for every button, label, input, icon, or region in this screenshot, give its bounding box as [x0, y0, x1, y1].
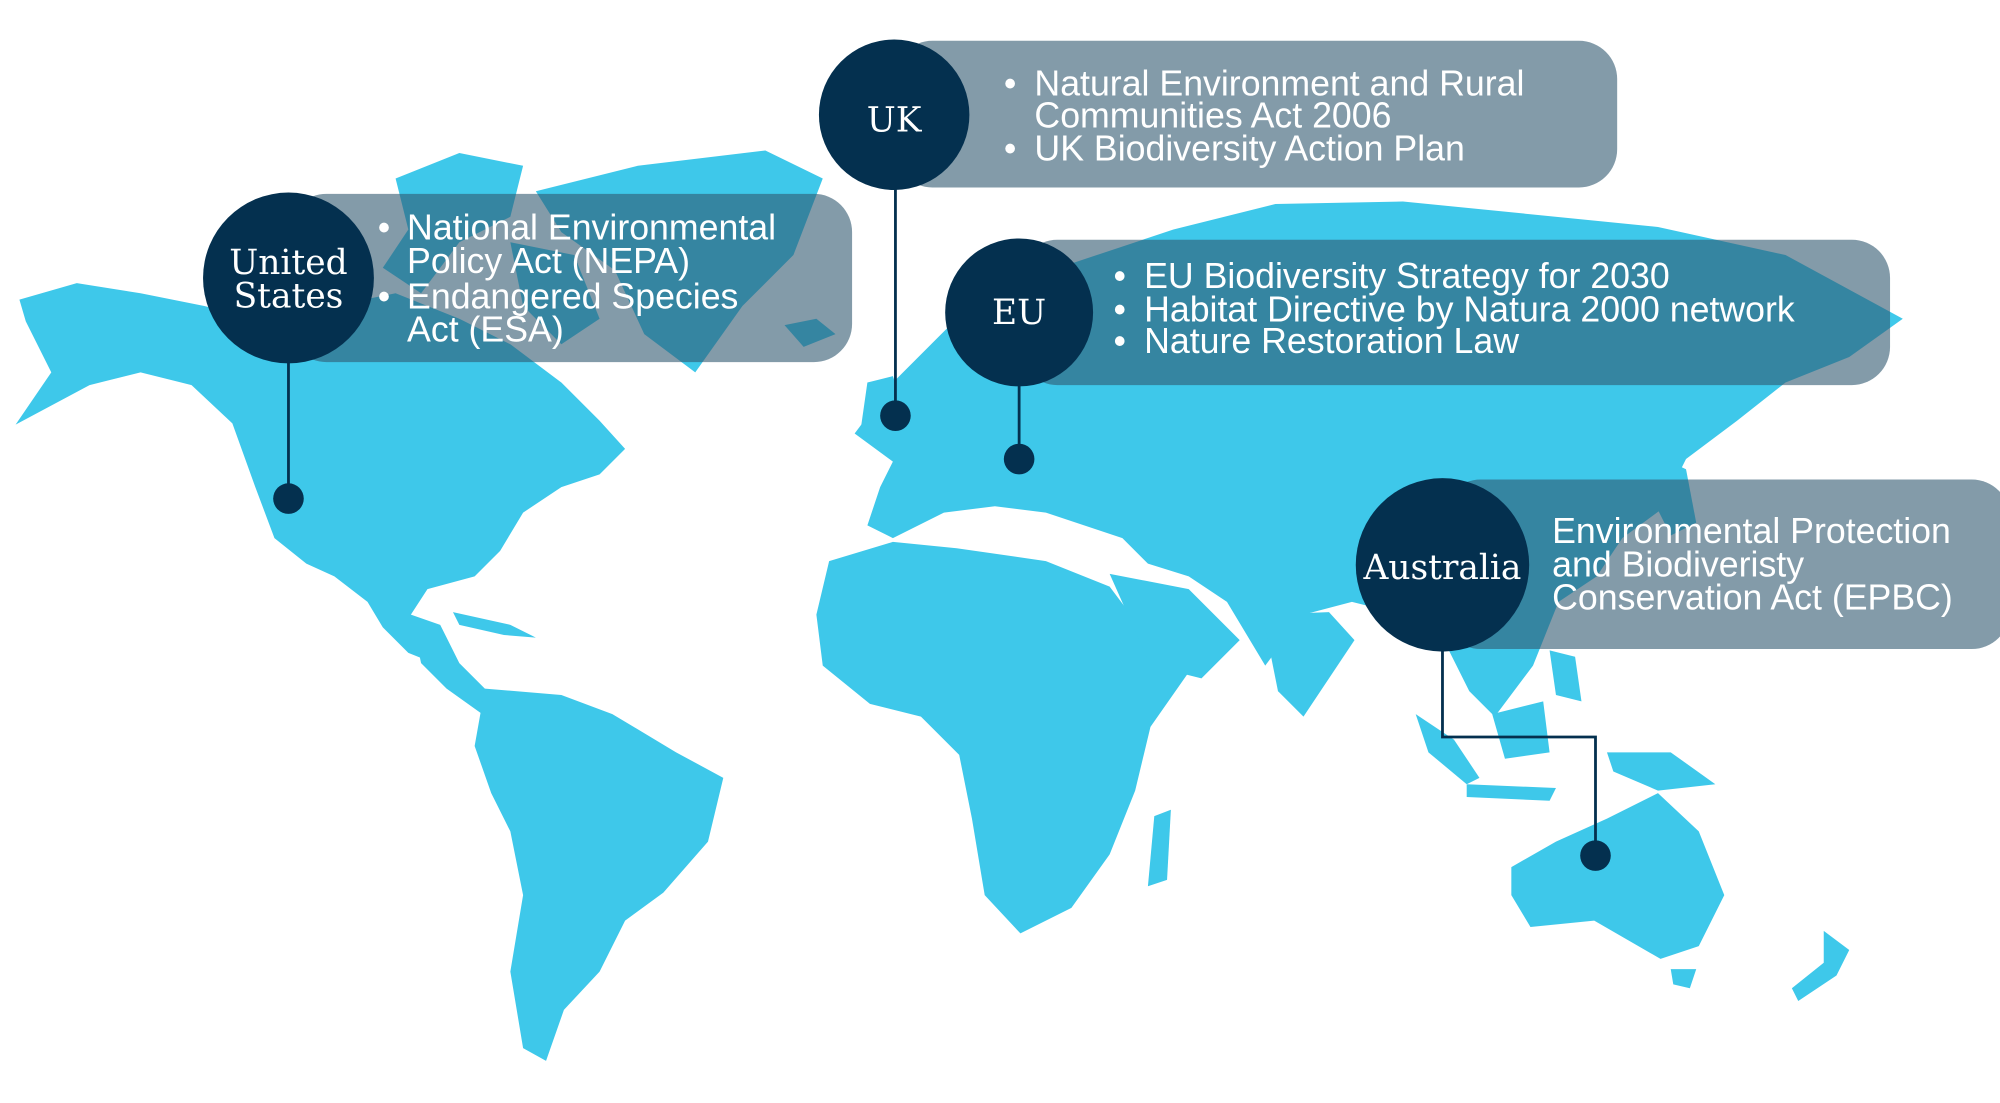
australia [1511, 793, 1725, 959]
uk-bullet-2: • [1004, 129, 1017, 169]
uk-location-dot [880, 400, 911, 431]
au-pill [1442, 479, 2000, 650]
us-location-dot [273, 483, 304, 514]
borneo [1492, 701, 1550, 759]
eu-item-2: Habitat Directive by Natura 2000 network [1144, 289, 1795, 329]
us-bullet-2: • [378, 277, 390, 317]
eu-item-1: EU Biodiversity Strategy for 2030 [1144, 256, 1670, 296]
us-circle [203, 192, 374, 364]
caribbean [452, 612, 536, 638]
eu-pill [1019, 239, 1891, 386]
eu-item-3: Nature Restoration Law [1144, 321, 1519, 361]
java [1466, 784, 1556, 801]
new-guinea [1606, 752, 1716, 791]
central-america [410, 614, 492, 715]
us-item-1b: Policy Act (NEPA) [407, 241, 690, 281]
au-location-dot [1580, 840, 1611, 871]
us-item-2b: Act (ESA) [407, 310, 564, 350]
tasmania [1670, 969, 1697, 989]
india [1262, 612, 1355, 717]
uk-pill [894, 40, 1618, 188]
au-item-line2: and Biodiveristy [1552, 544, 1804, 584]
arabia [1109, 573, 1240, 679]
us-item-1a: National Environmental [407, 208, 776, 248]
au-leader-line [1441, 637, 1597, 856]
eu-bullet-1: • [1113, 256, 1126, 296]
madagascar [1147, 809, 1171, 887]
au-label: Australia [1362, 548, 1521, 588]
eu-circle [945, 238, 1094, 387]
uk-item-1a: Natural Environment and Rural [1034, 64, 1524, 104]
south-america [474, 688, 724, 1061]
eu-bullet-3: • [1113, 321, 1126, 361]
uk-item-1b: Communities Act 2006 [1034, 96, 1391, 136]
uk-item-2: UK Biodiversity Action Plan [1034, 129, 1464, 169]
uk-label: UK [867, 100, 923, 140]
au-item-line1: Environmental Protection [1552, 511, 1951, 551]
us-bullet-1: • [378, 208, 390, 248]
philippines [1549, 650, 1582, 702]
eu-label: EU [992, 293, 1046, 333]
us-item-2a: Endangered Species [407, 277, 738, 317]
au-item-line3: Conservation Act (EPBC) [1552, 578, 1953, 618]
uk-circle [818, 39, 970, 190]
north-america [15, 283, 626, 666]
au-circle [1355, 478, 1530, 652]
us-label-line2: States [234, 276, 344, 316]
africa [816, 541, 1196, 934]
us-pill [288, 193, 853, 363]
us-label-line1: United [229, 243, 347, 283]
uk-bullet-1: • [1004, 64, 1017, 104]
new-zealand [1791, 930, 1850, 1001]
eu-bullet-2: • [1113, 289, 1126, 329]
eu-location-dot [1003, 443, 1035, 475]
sumatra [1415, 714, 1480, 785]
